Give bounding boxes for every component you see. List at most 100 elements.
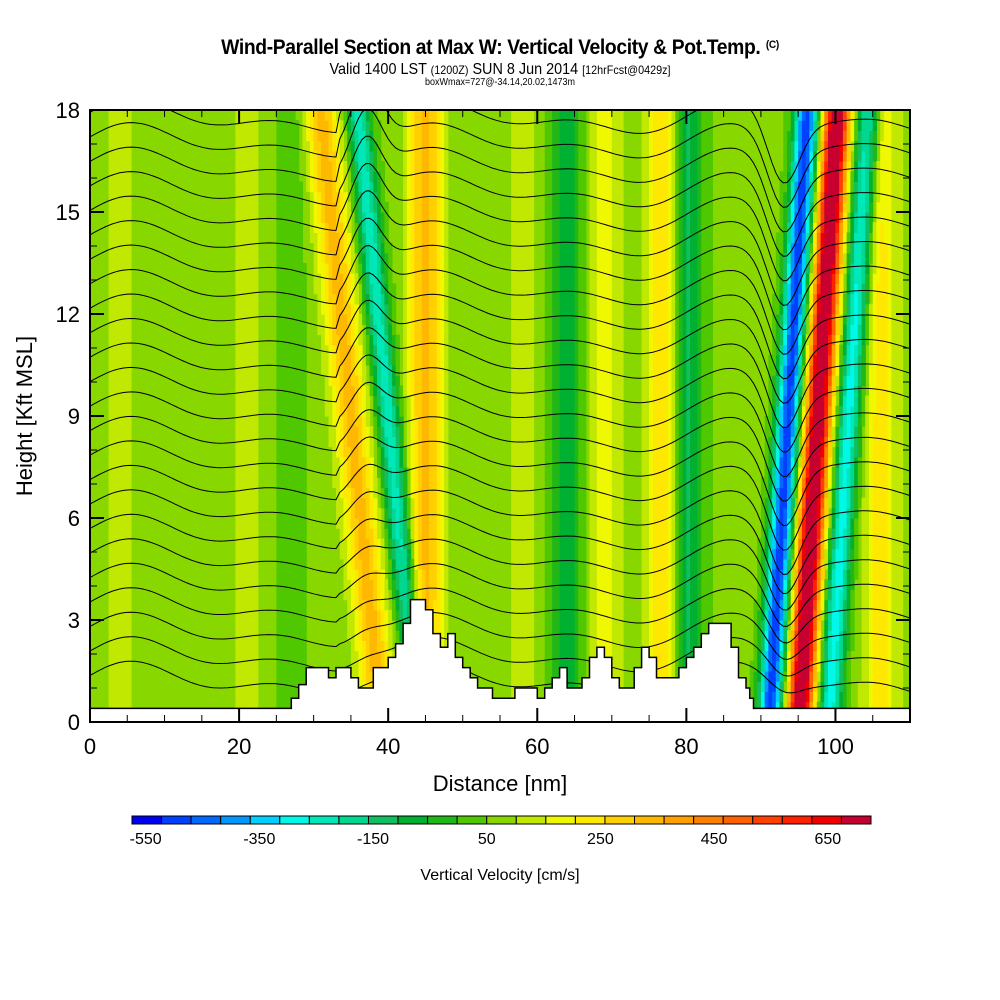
w-cell (410, 222, 415, 233)
w-cell (283, 395, 289, 407)
w-cell (570, 273, 576, 284)
w-cell (604, 242, 609, 254)
w-cell (425, 242, 430, 254)
vertical-velocity-field (90, 110, 910, 722)
w-cell (615, 569, 620, 580)
w-cell (287, 681, 292, 692)
w-cell (108, 212, 113, 223)
w-cell (242, 273, 248, 284)
w-cell (645, 201, 650, 213)
w-cell (567, 405, 572, 417)
w-cell (108, 222, 113, 233)
w-cell (362, 354, 367, 366)
w-cell (660, 589, 665, 601)
w-cell (362, 660, 367, 672)
w-cell (403, 303, 408, 315)
w-cell (414, 110, 419, 121)
w-cell (593, 456, 598, 468)
w-cell (611, 538, 617, 550)
w-cell (608, 161, 613, 172)
w-cell (652, 548, 658, 560)
w-cell (529, 171, 535, 182)
w-cell (369, 110, 374, 121)
w-cell (108, 558, 113, 570)
w-cell (339, 354, 345, 366)
w-cell (246, 191, 251, 203)
w-cell (555, 650, 561, 662)
w-cell (589, 140, 594, 152)
w-cell (354, 293, 359, 305)
w-cell (589, 365, 594, 376)
w-cell (235, 405, 240, 417)
w-cell (332, 375, 337, 386)
w-cell (559, 334, 564, 346)
w-cell (246, 171, 251, 182)
w-cell (112, 314, 117, 325)
w-cell (246, 140, 251, 152)
w-cell (432, 140, 438, 152)
w-cell (369, 620, 374, 631)
w-cell (421, 273, 427, 284)
w-cell (354, 436, 359, 448)
w-cell (242, 579, 248, 590)
w-cell (291, 222, 296, 233)
w-cell (373, 518, 378, 529)
w-cell (373, 548, 378, 560)
w-cell (522, 660, 527, 672)
w-cell (649, 334, 654, 346)
w-cell (295, 660, 300, 672)
w-cell (127, 120, 132, 131)
w-cell (567, 660, 572, 672)
w-cell (578, 314, 583, 325)
w-cell (645, 375, 650, 386)
w-cell (429, 171, 434, 182)
w-cell (354, 334, 359, 346)
w-cell (283, 487, 289, 499)
w-cell (596, 518, 602, 529)
w-cell (608, 620, 613, 631)
w-cell (235, 263, 240, 274)
w-cell (664, 630, 669, 641)
w-cell (298, 497, 304, 509)
w-cell (604, 630, 609, 641)
w-cell (574, 222, 579, 233)
w-cell (343, 467, 348, 478)
w-cell (596, 446, 602, 458)
w-cell (410, 426, 415, 437)
w-cell (127, 599, 132, 611)
w-cell (615, 385, 620, 397)
w-cell (596, 273, 602, 284)
w-cell (425, 150, 430, 162)
w-cell (526, 334, 531, 346)
w-cell (526, 405, 531, 417)
w-cell (276, 365, 281, 376)
w-cell (406, 324, 412, 335)
w-cell (440, 354, 445, 366)
w-cell (574, 354, 579, 366)
w-cell (123, 467, 128, 478)
w-cell (112, 303, 117, 315)
w-cell (660, 303, 665, 315)
w-cell (511, 640, 516, 652)
w-cell (518, 120, 523, 131)
w-cell (369, 426, 374, 437)
w-cell (347, 538, 352, 550)
w-cell (291, 660, 296, 672)
w-cell (652, 232, 658, 244)
w-cell (555, 120, 561, 131)
w-cell (246, 609, 251, 621)
w-cell (619, 569, 624, 580)
w-cell (324, 314, 330, 325)
w-cell (529, 212, 535, 223)
w-cell (611, 456, 617, 468)
w-cell (514, 620, 520, 631)
w-cell (384, 385, 389, 397)
w-cell (254, 375, 259, 386)
w-cell (298, 354, 304, 366)
w-cell (291, 303, 296, 315)
w-cell (429, 222, 434, 233)
w-cell (567, 150, 572, 162)
w-cell (406, 497, 412, 509)
w-cell (116, 701, 121, 713)
w-cell (611, 232, 617, 244)
